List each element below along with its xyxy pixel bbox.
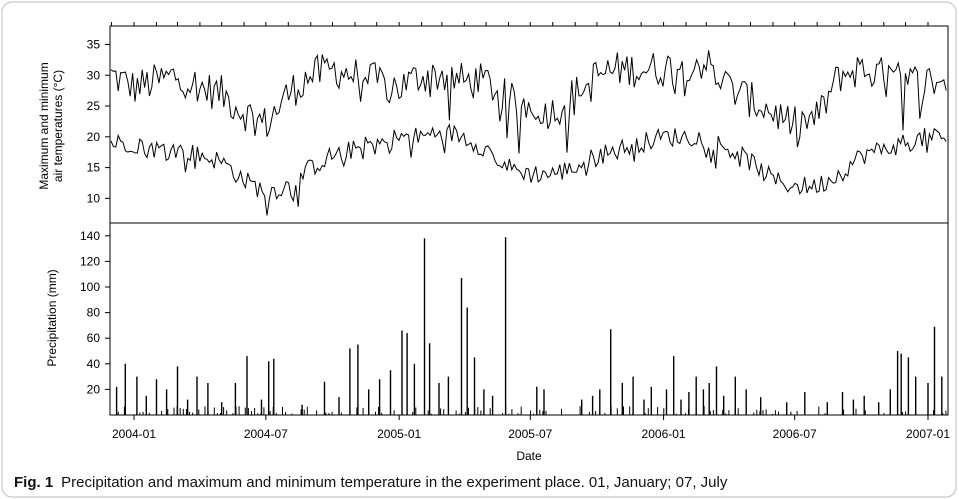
figure-caption-text: Precipitation and maximum and minimum te… xyxy=(61,474,728,491)
precipitation-y-ticks: 20 40 60 80 100 120 140 xyxy=(80,229,110,396)
precipitation-ytick-label: 20 xyxy=(87,382,101,396)
xtick-label: 2004-07 xyxy=(244,427,288,441)
precipitation-plot-area xyxy=(109,222,949,416)
figure-caption: Fig. 1 Precipitation and maximum and mini… xyxy=(14,474,727,491)
temperature-panel: 10 15 20 25 30 35 Maximum and minimum air tem… xyxy=(37,22,949,224)
temperature-ytick-label: 25 xyxy=(87,99,101,113)
precipitation-ytick-label: 40 xyxy=(87,357,101,371)
x-axis-label: Date xyxy=(516,449,542,463)
temperature-top-ticks xyxy=(111,22,929,26)
figure-caption-label: Fig. 1 xyxy=(14,474,54,491)
xtick-label: 2007-01 xyxy=(906,427,950,441)
temperature-ytick-label: 35 xyxy=(87,37,101,51)
xtick-label: 2006-07 xyxy=(773,427,817,441)
temperature-ylabel-line1: Maximum and minimum xyxy=(37,62,51,189)
min-temperature-line xyxy=(110,122,947,216)
precipitation-ytick-label: 120 xyxy=(80,254,100,268)
xtick-label: 2005-01 xyxy=(377,427,421,441)
temperature-ytick-label: 15 xyxy=(87,161,101,175)
precipitation-ytick-label: 140 xyxy=(80,229,100,243)
temperature-plot-area xyxy=(109,25,949,224)
precipitation-ylabel: Precipitation (mm) xyxy=(45,269,59,366)
max-temperature-line xyxy=(110,50,947,154)
temperature-ytick-label: 20 xyxy=(87,130,101,144)
xtick-label: 2004-01 xyxy=(112,427,156,441)
precipitation-ytick-label: 80 xyxy=(87,306,101,320)
temperature-y-ticks: 10 15 20 25 30 35 xyxy=(87,37,110,205)
precipitation-ytick-label: 60 xyxy=(87,331,101,345)
precipitation-ytick-label: 100 xyxy=(80,280,100,294)
temperature-ylabel-line2: air temperatures (°C) xyxy=(51,70,65,182)
date-x-ticks: 2004-01 2004-07 2005-01 2005-07 2006-01 2006-… xyxy=(112,415,950,441)
temperature-ytick-label: 10 xyxy=(87,191,101,205)
xtick-label: 2006-01 xyxy=(642,427,686,441)
precipitation-bars xyxy=(115,237,947,415)
temperature-ytick-label: 30 xyxy=(87,68,101,82)
xtick-label: 2005-07 xyxy=(508,427,552,441)
